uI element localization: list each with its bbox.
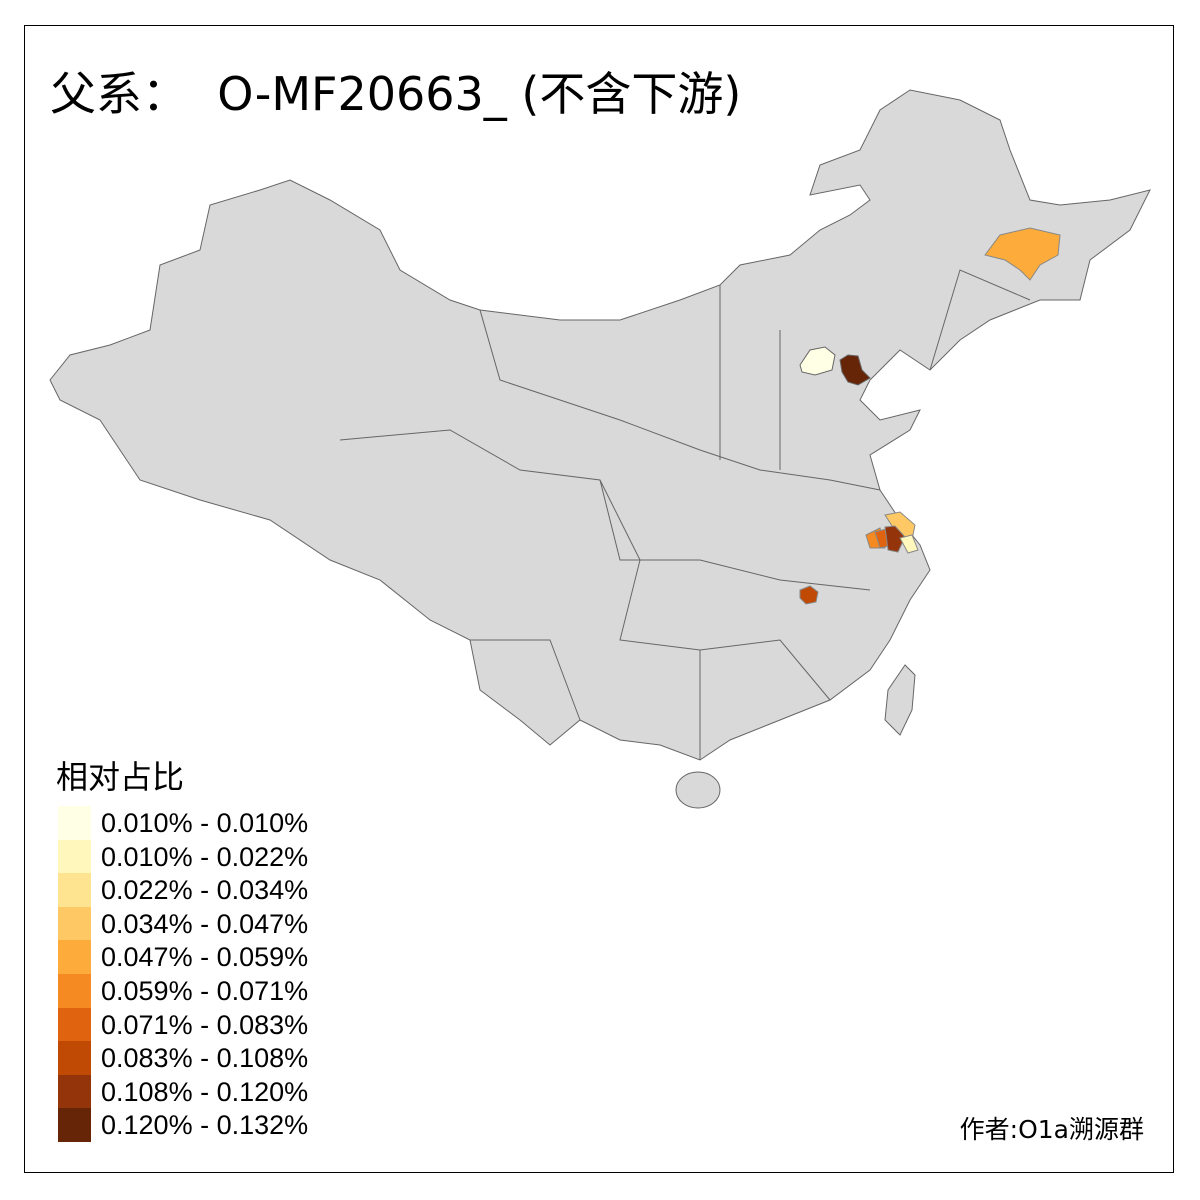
- map-title: 父系： O-MF20663_ (不含下游): [50, 67, 742, 121]
- legend-item: 0.083% - 0.108%: [58, 1041, 358, 1075]
- legend-label: 0.083% - 0.108%: [101, 1043, 309, 1074]
- region-heilongjiang: [984, 227, 1061, 281]
- legend-label: 0.022% - 0.034%: [101, 875, 309, 906]
- legend-label: 0.010% - 0.022%: [101, 841, 309, 872]
- region-tianjin: [839, 354, 871, 386]
- legend-item: 0.010% - 0.010%: [58, 806, 358, 840]
- legend-swatch: [58, 940, 91, 974]
- legend-swatch: [58, 1007, 91, 1042]
- region-hunan: [799, 585, 819, 605]
- author-credit: 作者:O1a溯源群: [959, 1115, 1144, 1144]
- legend-swatch: [58, 1074, 91, 1109]
- highlighted-regions: [799, 227, 1061, 605]
- legend-swatch: [58, 806, 91, 840]
- legend-item: 0.120% - 0.132%: [58, 1108, 358, 1142]
- taiwan: [884, 664, 916, 736]
- legend-label: 0.108% - 0.120%: [101, 1076, 309, 1107]
- region-jiangsu-c: [884, 525, 906, 553]
- legend-swatch: [58, 839, 91, 874]
- plot-frame: [24, 25, 1174, 1173]
- legend-swatch: [58, 873, 91, 907]
- legend-item: 0.010% - 0.022%: [58, 839, 358, 874]
- province-borders: [339, 269, 1031, 760]
- china-mainland: [49, 89, 1151, 761]
- legend-item: 0.047% - 0.059%: [58, 940, 358, 974]
- legend-swatch: [58, 906, 91, 941]
- legend-item: 0.108% - 0.120%: [58, 1074, 358, 1109]
- legend-label: 0.034% - 0.047%: [101, 908, 309, 939]
- legend-item: 0.034% - 0.047%: [58, 906, 358, 941]
- legend-label: 0.071% - 0.083%: [101, 1009, 309, 1040]
- legend-title: 相对占比: [56, 758, 185, 796]
- legend-label: 0.010% - 0.010%: [101, 808, 309, 838]
- legend-item: 0.059% - 0.071%: [58, 974, 358, 1008]
- legend-item: 0.022% - 0.034%: [58, 873, 358, 907]
- region-beijing: [799, 346, 836, 376]
- legend-swatch: [58, 974, 91, 1008]
- legend-label: 0.120% - 0.132%: [101, 1110, 309, 1141]
- legend-label: 0.059% - 0.071%: [101, 976, 309, 1006]
- hainan: [675, 771, 721, 809]
- region-shanghai: [899, 534, 919, 554]
- legend-label: 0.047% - 0.059%: [101, 942, 309, 973]
- legend-swatch: [58, 1108, 91, 1142]
- legend-swatch: [58, 1041, 91, 1075]
- legend-item: 0.071% - 0.083%: [58, 1007, 358, 1042]
